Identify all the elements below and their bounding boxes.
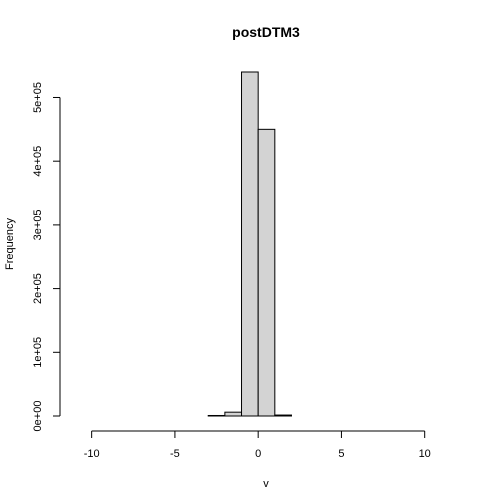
y-tick-label: 0e+00 — [32, 401, 44, 432]
histogram-bar — [207, 414, 226, 417]
y-tick-label: 1e+05 — [32, 337, 44, 368]
x-axis-label: v — [263, 478, 269, 490]
x-tick-label: 0 — [255, 448, 261, 460]
y-tick-label: 2e+05 — [32, 273, 44, 304]
x-tick-label: 5 — [338, 448, 344, 460]
histogram-bar — [257, 128, 276, 417]
x-tick-label: -10 — [84, 448, 100, 460]
y-axis: 0e+00 1e+05 2e+05 3e+05 4e+05 5e+05 — [32, 82, 61, 432]
y-tick-label: 3e+05 — [32, 209, 44, 240]
x-tick-label: 10 — [419, 448, 431, 460]
y-tick-label: 4e+05 — [32, 146, 44, 177]
histogram-bar — [241, 71, 259, 417]
histogram-bar — [274, 414, 292, 417]
x-axis: -10 -5 0 5 10 — [84, 430, 431, 460]
chart-title: postDTM3 — [232, 24, 300, 40]
histogram-bar — [224, 411, 243, 417]
y-tick-label: 5e+05 — [32, 82, 44, 113]
x-tick-label: -5 — [170, 448, 180, 460]
bars-group — [207, 71, 292, 417]
y-axis-label: Frequency — [4, 218, 16, 270]
